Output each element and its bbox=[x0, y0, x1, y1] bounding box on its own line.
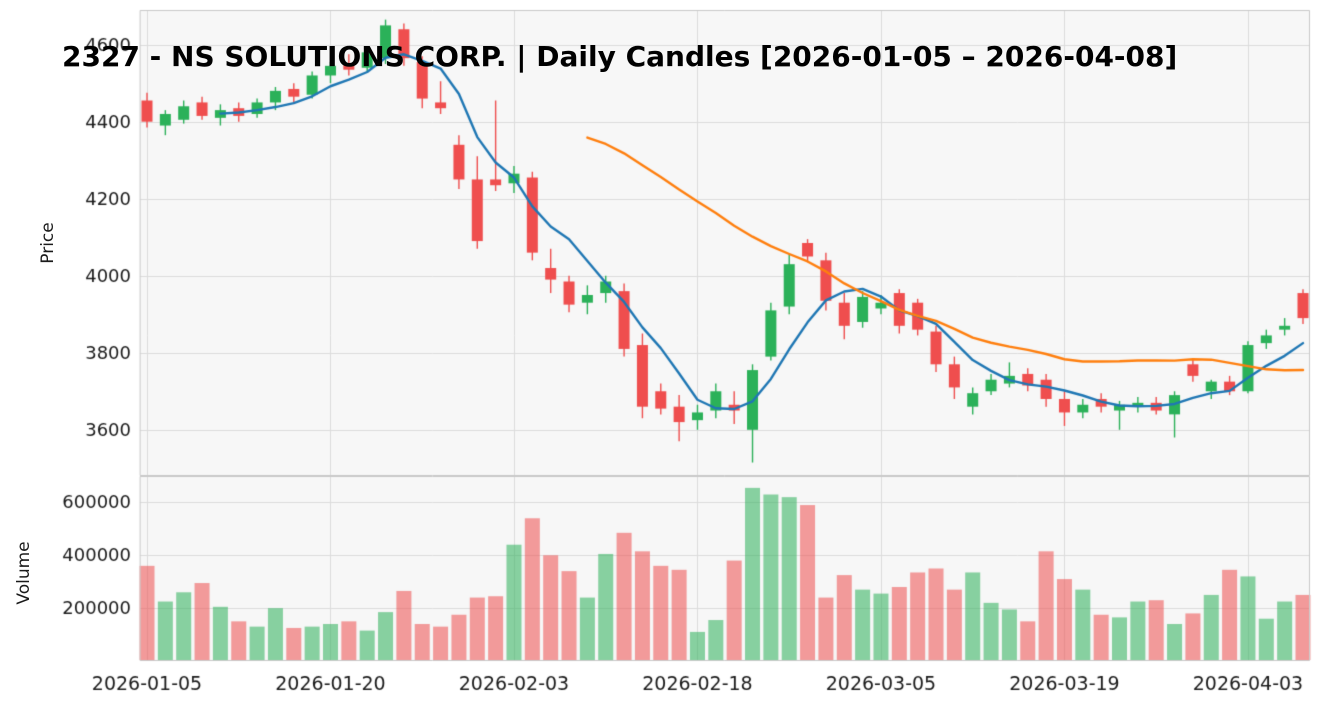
price-axis-label: Price bbox=[38, 222, 58, 264]
volume-axis-label: Volume bbox=[14, 541, 34, 605]
chart-title: 2327 - NS SOLUTIONS CORP. | Daily Candle… bbox=[62, 40, 1178, 73]
